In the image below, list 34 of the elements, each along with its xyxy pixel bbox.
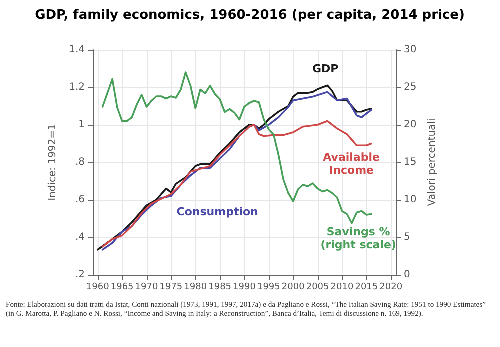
y-tick-label: 1	[78, 120, 85, 130]
y-tick-label: .8	[75, 157, 85, 168]
x-tick-label: 2000	[282, 282, 306, 292]
series-label: Savings % (right scale)	[320, 225, 396, 252]
x-tick-label: 2015	[355, 282, 378, 292]
series-label: Consumption	[176, 206, 258, 218]
x-tick-label: 1985	[208, 282, 232, 292]
y-tick-label: .6	[75, 194, 85, 206]
y2-tick-label: 5	[404, 232, 410, 243]
x-tick-label: 2010	[330, 282, 354, 292]
x-tick-label: 1970	[135, 282, 158, 292]
x-tick-label: 1975	[160, 282, 183, 292]
y2-tick-label: 30	[404, 44, 417, 56]
y2-tick-label: 0	[404, 270, 410, 280]
x-tick-label: 1960	[86, 282, 110, 292]
series-label: Available Income	[323, 150, 380, 177]
x-tick-label: 1995	[257, 282, 280, 292]
series-label: GDP	[312, 62, 339, 76]
x-tick-label: 1980	[184, 282, 208, 292]
y2-tick-label: 25	[404, 82, 417, 93]
y2-tick-label: 20	[404, 120, 417, 130]
y-tick-label: 1.2	[69, 82, 85, 93]
y-tick-label: .2	[75, 270, 85, 280]
y-tick-label: 1.4	[69, 44, 85, 56]
y2-tick-label: 10	[404, 194, 417, 206]
x-tick-label: 1965	[110, 282, 134, 292]
y2-axis-title: Valori percentuali	[427, 118, 438, 206]
y2-tick-label: 15	[404, 157, 417, 168]
y-tick-label: .4	[75, 232, 85, 243]
x-tick-label: 2005	[306, 282, 330, 292]
chart-title: GDP, family economics, 1960-2016 (per capita, 2014 price)	[35, 8, 465, 23]
x-tick-label: 2020	[380, 282, 403, 292]
x-tick-label: 1990	[233, 282, 256, 292]
y-axis-title: Indice: 1992=1	[48, 124, 59, 201]
